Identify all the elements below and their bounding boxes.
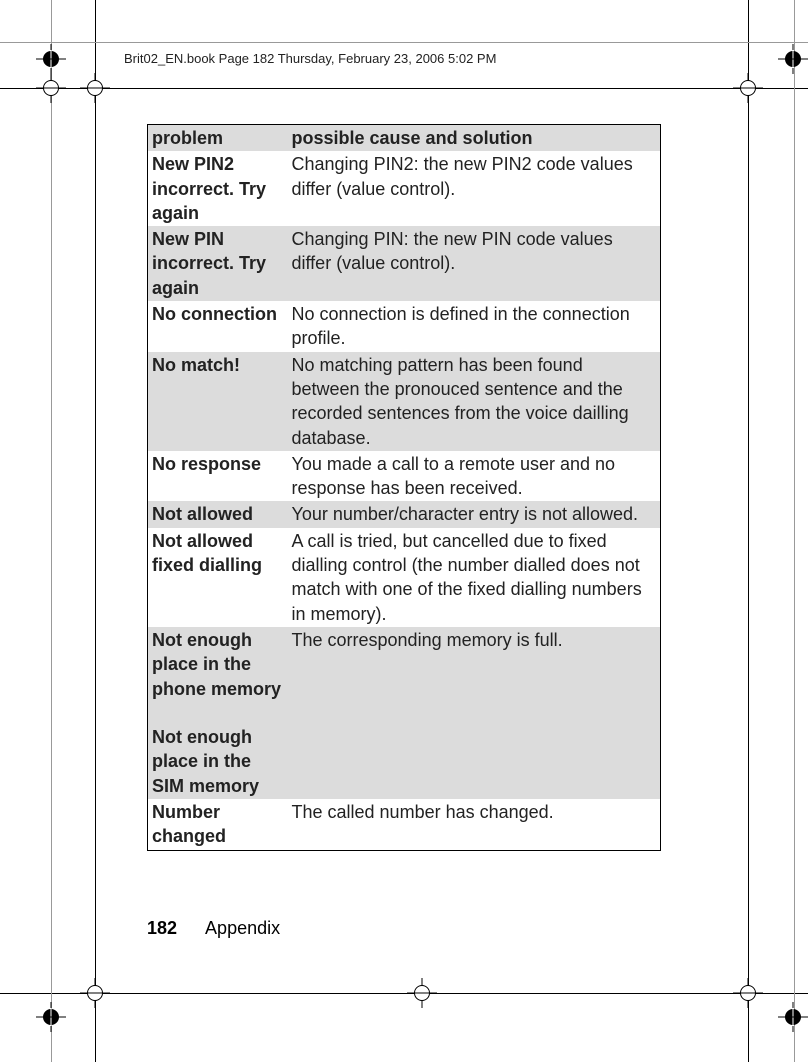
problem-cell: Not allowed fixed dialling bbox=[148, 528, 288, 627]
problem-cell: No match! bbox=[148, 352, 288, 451]
table-row: New PIN incorrect. Try againChanging PIN… bbox=[148, 226, 661, 301]
book-header-text: Brit02_EN.book Page 182 Thursday, Februa… bbox=[124, 51, 496, 66]
crop-line bbox=[794, 0, 795, 1062]
solution-cell: Changing PIN: the new PIN code values di… bbox=[288, 226, 661, 301]
section-title: Appendix bbox=[205, 918, 280, 938]
solution-cell: The called number has changed. bbox=[288, 799, 661, 850]
problem-cell: No response bbox=[148, 451, 288, 502]
crop-line bbox=[748, 0, 749, 1062]
table-row: No connectionNo connection is defined in… bbox=[148, 301, 661, 352]
registration-mark-icon bbox=[80, 73, 110, 103]
table-row: New PIN2 incorrect. Try againChanging PI… bbox=[148, 151, 661, 226]
page-number: 182 bbox=[147, 918, 177, 938]
problem-cell: New PIN2 incorrect. Try again bbox=[148, 151, 288, 226]
problem-cell: Not enough place in the phone memory Not… bbox=[148, 627, 288, 799]
page-content: problem possible cause and solution New … bbox=[147, 124, 661, 851]
registration-mark-icon bbox=[778, 1002, 808, 1032]
crop-line bbox=[0, 993, 808, 994]
crop-line bbox=[0, 42, 808, 43]
problem-cell: Not allowed bbox=[148, 501, 288, 527]
registration-mark-icon bbox=[733, 73, 763, 103]
table-header-solution: possible cause and solution bbox=[288, 125, 661, 152]
troubleshooting-table: problem possible cause and solution New … bbox=[147, 124, 661, 851]
table-row: Not allowedYour number/character entry i… bbox=[148, 501, 661, 527]
solution-cell: No matching pattern has been found betwe… bbox=[288, 352, 661, 451]
table-row: Number changedThe called number has chan… bbox=[148, 799, 661, 850]
table-row: Not enough place in the phone memory Not… bbox=[148, 627, 661, 799]
problem-cell: No connection bbox=[148, 301, 288, 352]
registration-mark-icon bbox=[407, 978, 437, 1008]
registration-mark-icon bbox=[733, 978, 763, 1008]
registration-mark-icon bbox=[36, 73, 66, 103]
registration-mark-icon bbox=[36, 1002, 66, 1032]
solution-cell: You made a call to a remote user and no … bbox=[288, 451, 661, 502]
table-row: No responseYou made a call to a remote u… bbox=[148, 451, 661, 502]
registration-mark-icon bbox=[36, 44, 66, 74]
crop-line bbox=[0, 88, 808, 89]
solution-cell: Changing PIN2: the new PIN2 code values … bbox=[288, 151, 661, 226]
crop-line bbox=[51, 0, 52, 1062]
table-row: No match!No matching pattern has been fo… bbox=[148, 352, 661, 451]
registration-mark-icon bbox=[80, 978, 110, 1008]
page-footer: 182 Appendix bbox=[147, 918, 280, 939]
crop-line bbox=[95, 0, 96, 1062]
problem-cell: Number changed bbox=[148, 799, 288, 850]
problem-cell: New PIN incorrect. Try again bbox=[148, 226, 288, 301]
solution-cell: A call is tried, but cancelled due to fi… bbox=[288, 528, 661, 627]
solution-cell: The corresponding memory is full. bbox=[288, 627, 661, 799]
registration-mark-icon bbox=[778, 44, 808, 74]
solution-cell: Your number/character entry is not allow… bbox=[288, 501, 661, 527]
table-row: Not allowed fixed diallingA call is trie… bbox=[148, 528, 661, 627]
solution-cell: No connection is defined in the connecti… bbox=[288, 301, 661, 352]
table-header-problem: problem bbox=[148, 125, 288, 152]
